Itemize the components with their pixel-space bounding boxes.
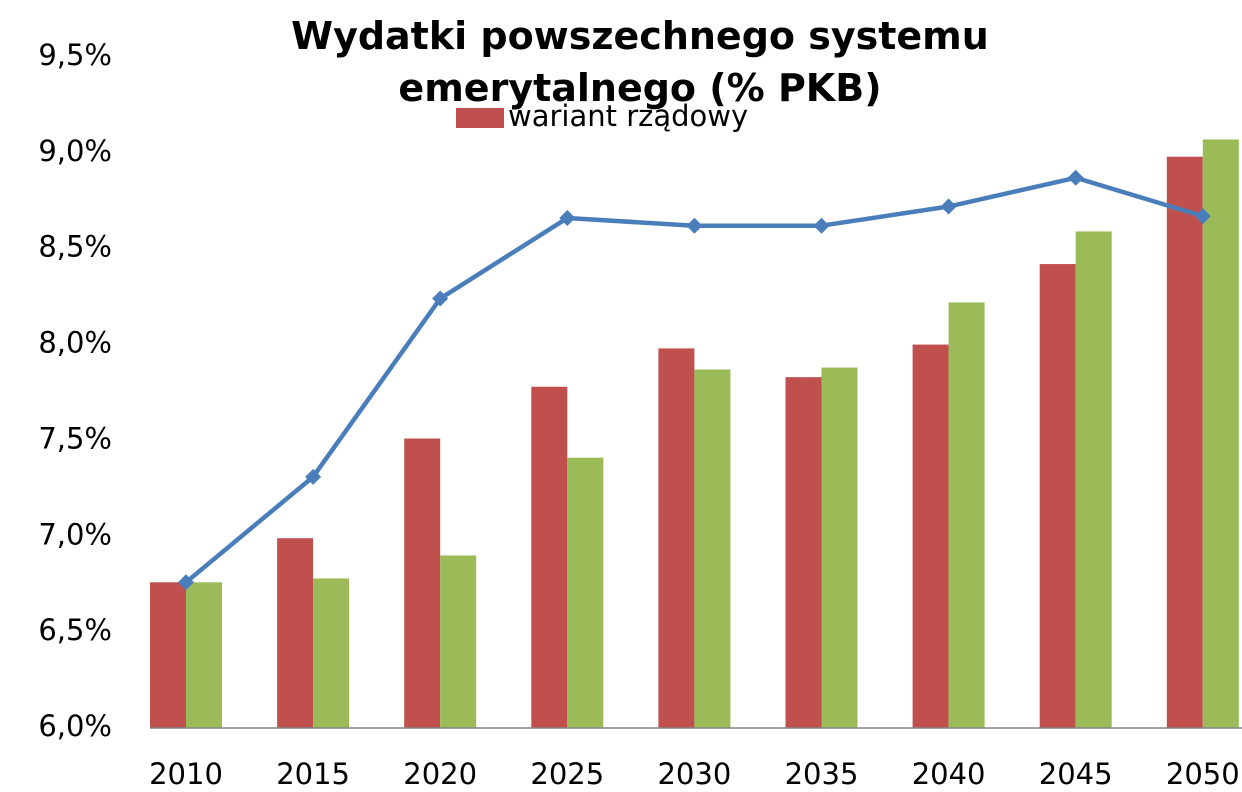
bar [277,538,314,728]
legend-swatch [456,108,504,128]
bar [821,367,858,728]
bar [313,578,350,728]
x-tick-label: 2045 [1039,757,1113,791]
y-tick-label: 9,5% [38,38,112,72]
bar [785,377,822,728]
x-tick-label: 2010 [149,757,223,791]
line-marker [686,217,703,234]
bar [440,555,477,728]
line-marker [559,210,576,227]
line-marker [1194,208,1211,225]
bar [1039,264,1076,728]
line-marker [1067,169,1084,186]
line-marker [432,290,449,307]
bar [658,348,695,728]
x-tick-label: 2025 [530,757,604,791]
bar [694,369,731,728]
x-tick-label: 2035 [785,757,859,791]
bar [150,582,186,728]
bar [1202,139,1239,729]
line-marker [813,217,830,234]
line-marker [178,574,194,591]
y-tick-label: 6,0% [38,709,112,743]
y-tick-label: 8,5% [38,230,112,264]
x-tick-label: 2040 [912,757,986,791]
x-tick-label: 2015 [276,757,350,791]
x-tick-label: 2050 [1166,757,1240,791]
line-marker [940,198,957,215]
y-tick-label: 9,0% [38,134,112,168]
y-tick-label: 7,0% [38,517,112,551]
bar [531,386,568,728]
bar [567,457,604,728]
x-tick-label: 2030 [657,757,731,791]
bar [404,438,441,728]
bar [1075,231,1112,728]
chart-title: Wydatki powszechnego systemu emerytalneg… [291,14,989,110]
y-tick-label: 6,5% [38,613,112,647]
y-tick-label: 7,5% [38,421,112,455]
y-tick-label: 8,0% [38,326,112,360]
x-tick-label: 2020 [403,757,477,791]
legend-label: wariant rządowy [508,99,748,133]
bar [948,302,985,728]
bar [1166,156,1203,729]
line-marker [305,468,322,485]
bar [912,344,949,728]
bar [186,582,222,728]
